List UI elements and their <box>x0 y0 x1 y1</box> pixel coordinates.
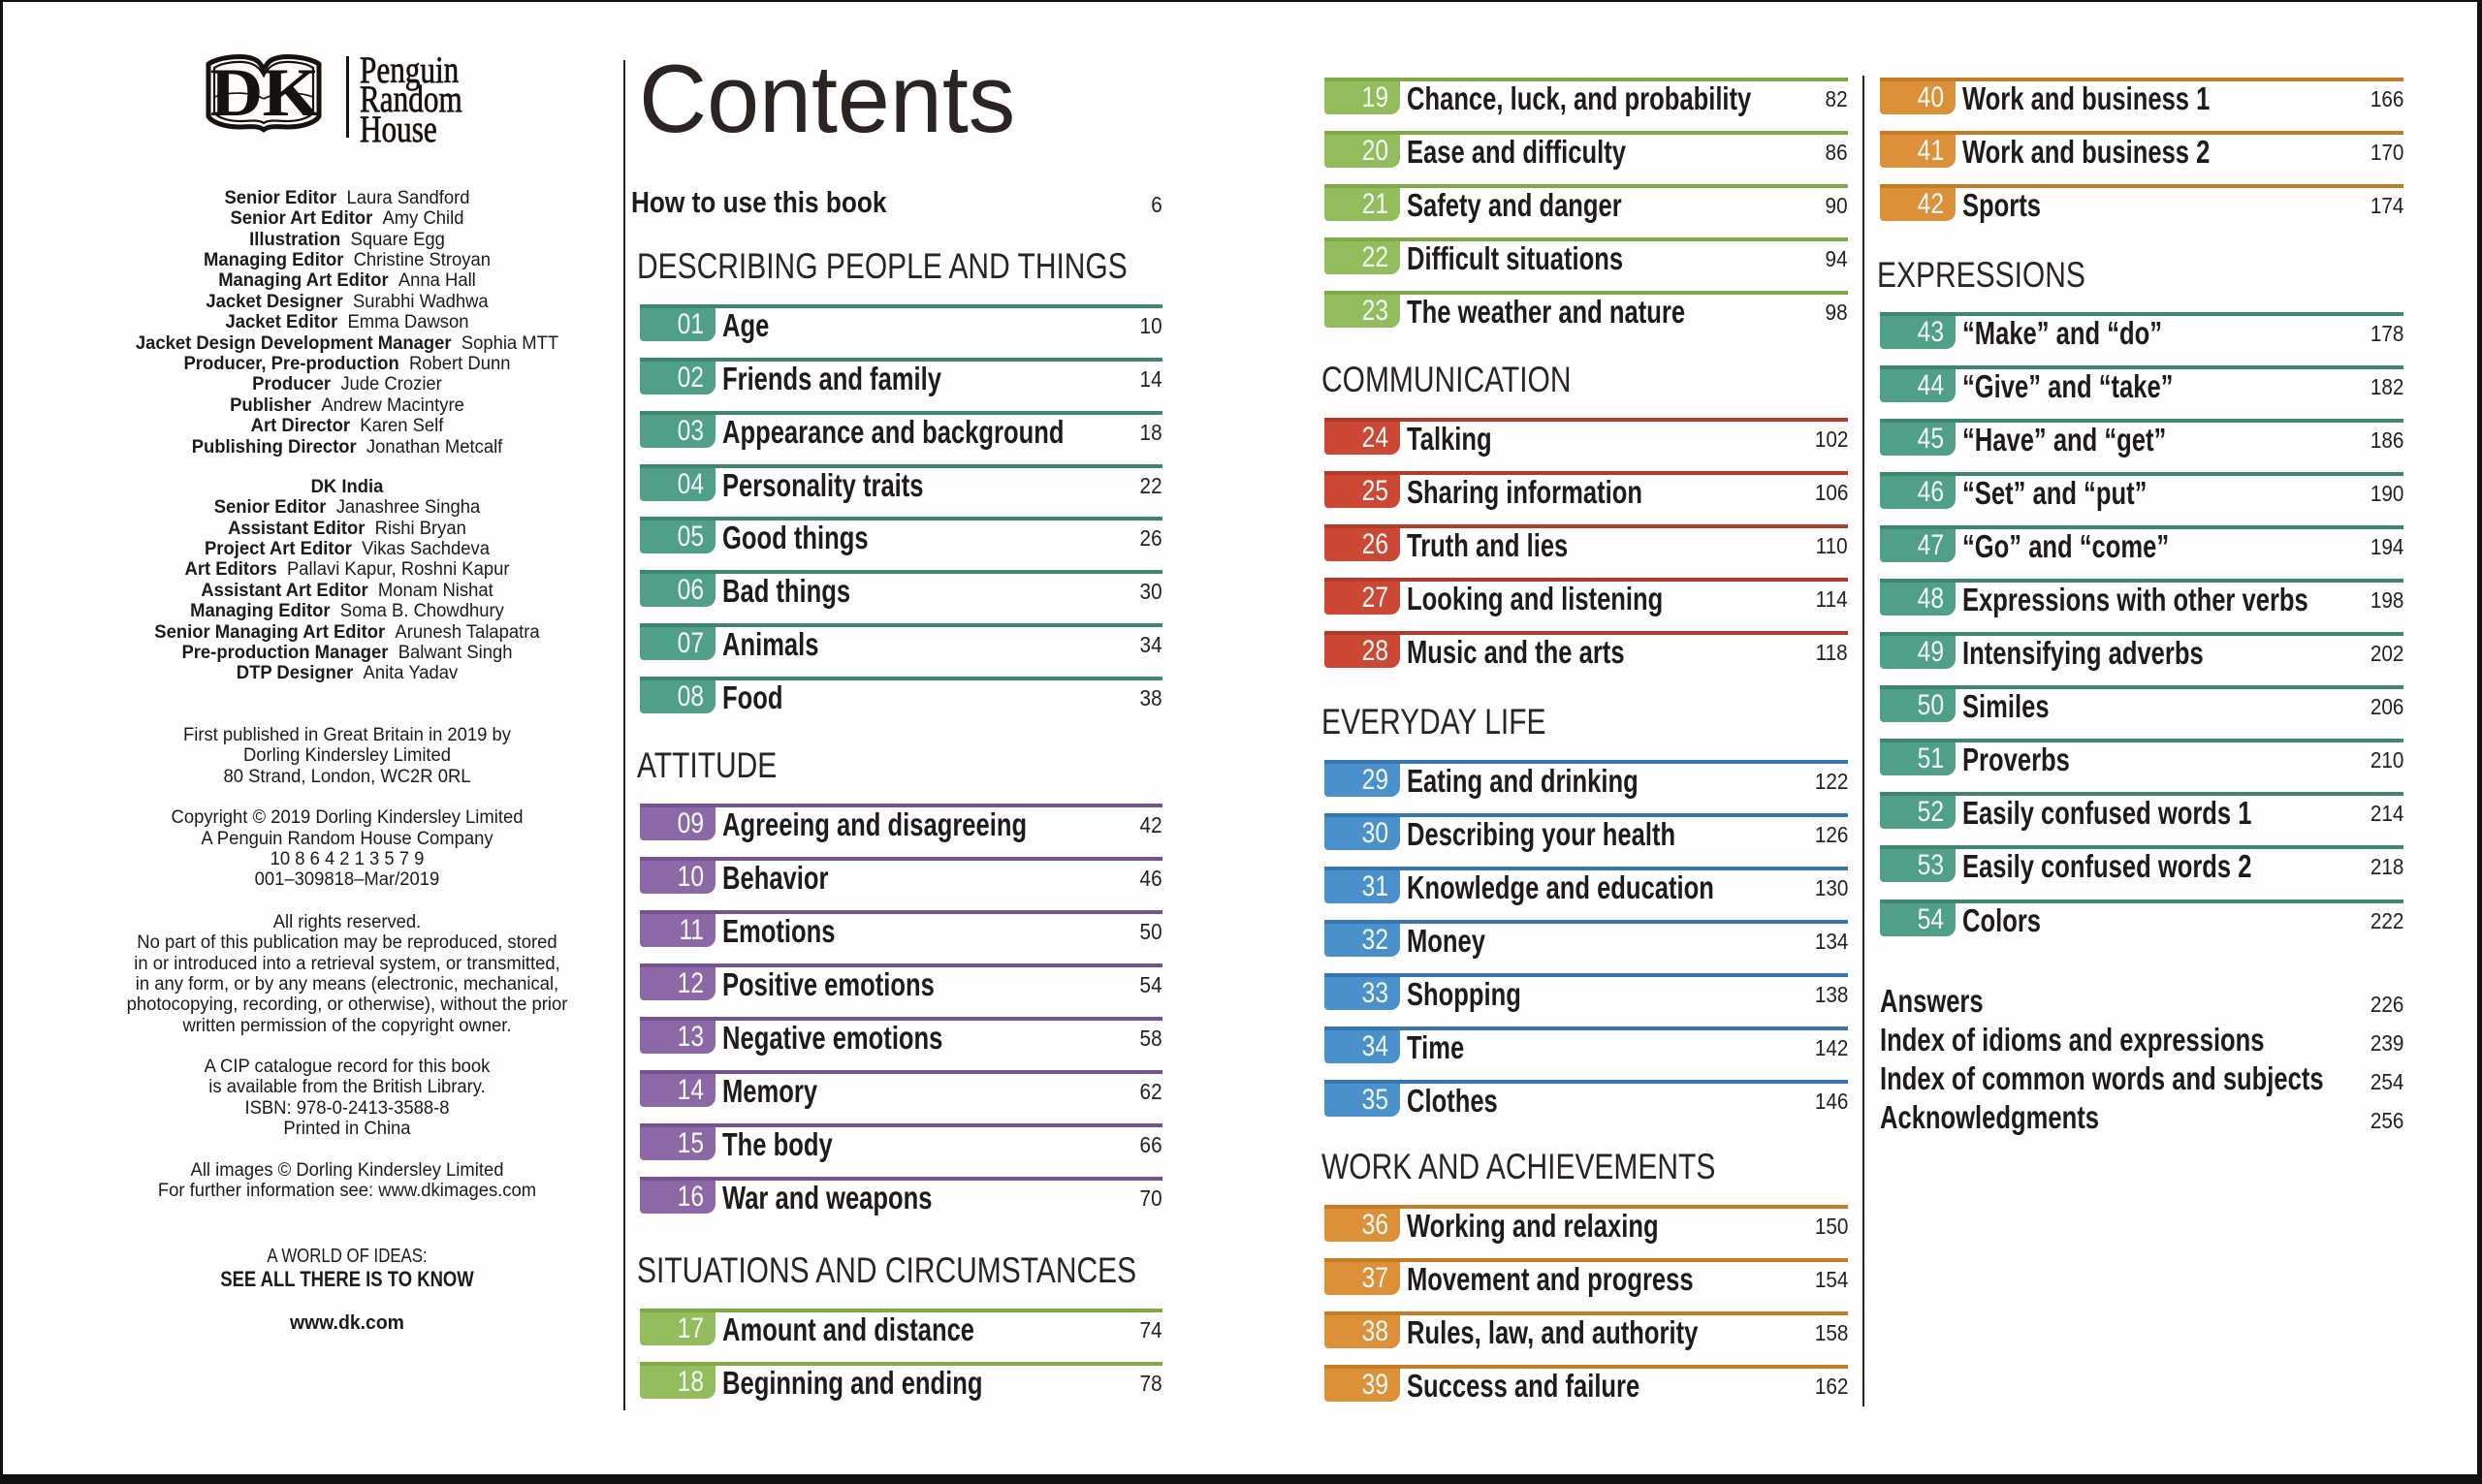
svg-text:D: D <box>210 54 264 130</box>
svg-text:K: K <box>262 54 319 130</box>
